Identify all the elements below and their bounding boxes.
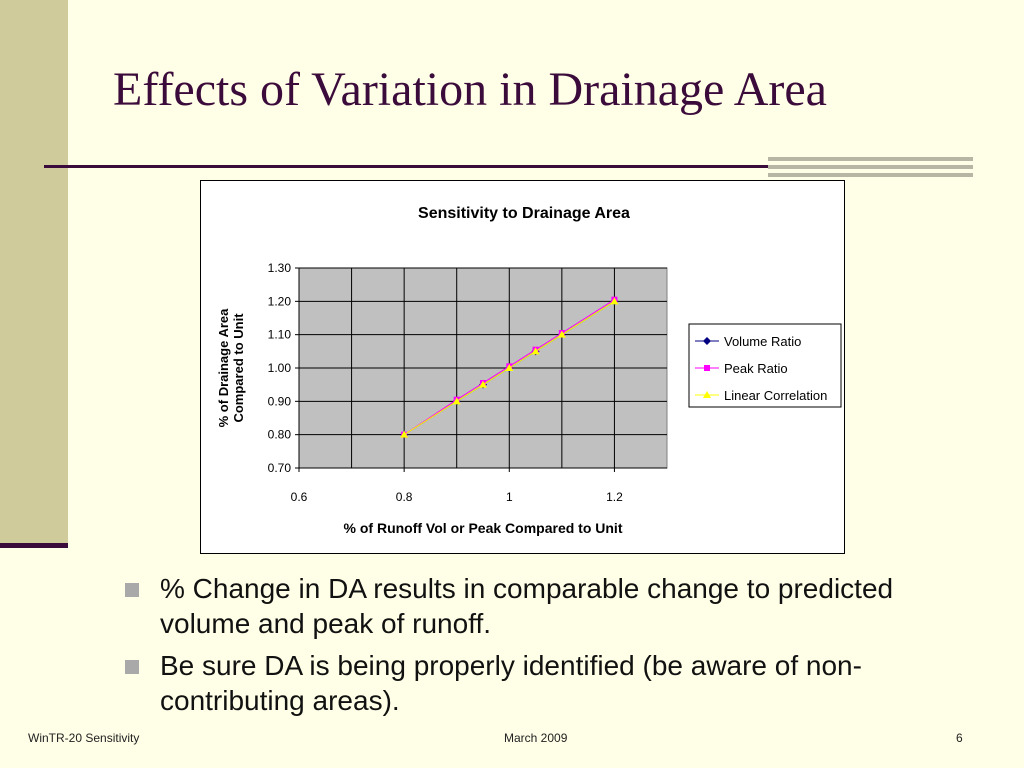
x-axis-title: % of Runoff Vol or Peak Compared to Unit: [344, 520, 623, 536]
bullet-item: Be sure DA is being properly identified …: [125, 648, 955, 718]
y-tick-label: 1.30: [268, 261, 292, 275]
y-tick-label: 0.90: [268, 394, 292, 408]
slide-number: 6: [956, 731, 963, 745]
footer-left: WinTR-20 Sensitivity: [28, 731, 140, 745]
chart-title: Sensitivity to Drainage Area: [418, 205, 630, 222]
legend-label: Linear Correlation: [724, 388, 827, 403]
title-divider: [44, 165, 774, 168]
footer-date: March 2009: [504, 731, 568, 745]
bullet-text: Be sure DA is being properly identified …: [160, 650, 862, 716]
data-point: [452, 397, 461, 405]
y-axis-title: % of Drainage AreaCompared to Unit: [216, 308, 246, 427]
y-axis-title-line: Compared to Unit: [231, 313, 246, 423]
x-tick-label: 0.8: [396, 490, 413, 504]
chart-frame: Sensitivity to Drainage Area 0.70 0.80 0.90…: [200, 180, 845, 554]
data-point: [505, 364, 514, 371]
legend-label: Volume Ratio: [724, 334, 801, 349]
left-accent-bar: [0, 0, 68, 545]
y-tick-label: 1.20: [268, 294, 292, 308]
legend-marker: [703, 337, 711, 345]
x-tick-label: 1.2: [606, 490, 623, 504]
legend-box: [688, 323, 842, 408]
legend-marker: [704, 365, 710, 371]
data-point: [610, 297, 619, 305]
square-bullet-icon: [125, 583, 139, 597]
sensitivity-chart: Sensitivity to Drainage Area 0.70 0.80 0.90…: [216, 205, 842, 536]
data-point: [531, 347, 540, 355]
bullet-list: % Change in DA results in comparable cha…: [125, 571, 955, 725]
legend-marker: [703, 391, 711, 398]
y-tick-label: 1.00: [268, 361, 292, 375]
decorative-stripes: [768, 157, 973, 181]
y-axis-title-line: % of Drainage Area: [216, 308, 231, 427]
slide-title: Effects of Variation in Drainage Area: [113, 63, 827, 116]
x-tick-label: 1: [506, 490, 513, 504]
data-point: [479, 380, 487, 388]
y-tick-label: 0.80: [268, 428, 292, 442]
x-tick-label: 0.6: [291, 490, 308, 504]
left-accent-bar-base: [0, 543, 68, 548]
y-tick-label: 0.70: [268, 461, 292, 475]
y-tick-label: 1.10: [268, 328, 292, 342]
bullet-text: % Change in DA results in comparable cha…: [160, 573, 894, 639]
legend-label: Peak Ratio: [724, 361, 788, 376]
bullet-item: % Change in DA results in comparable cha…: [125, 571, 955, 641]
data-point: [400, 430, 409, 438]
data-point: [557, 330, 566, 338]
square-bullet-icon: [125, 660, 139, 674]
